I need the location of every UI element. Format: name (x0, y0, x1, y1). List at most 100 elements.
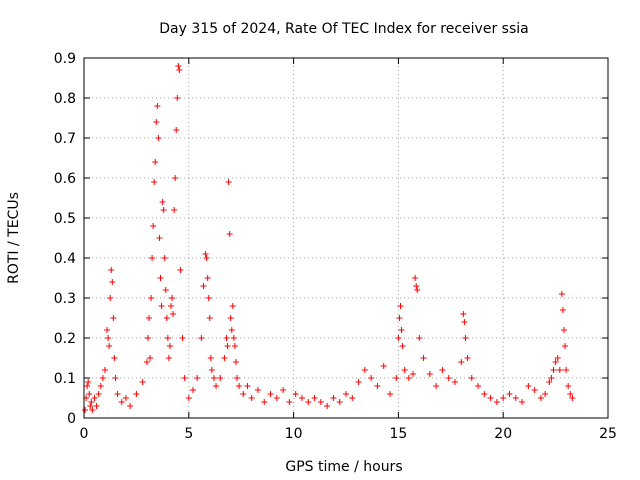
data-point (86, 391, 93, 397)
data-point (324, 403, 331, 409)
data-point (101, 367, 108, 373)
data-point (556, 367, 563, 373)
data-point (468, 375, 475, 381)
y-tick-label: 0.1 (54, 371, 76, 387)
data-point (230, 335, 237, 341)
data-point (194, 375, 201, 381)
y-tick-label: 0.4 (54, 251, 76, 267)
data-point (173, 127, 180, 133)
data-point (397, 303, 404, 309)
data-point (500, 395, 507, 401)
data-point (374, 383, 381, 389)
data-point (205, 295, 212, 301)
data-point (286, 399, 293, 405)
data-point (97, 383, 104, 389)
data-point (399, 343, 406, 349)
data-point (228, 327, 235, 333)
grid-lines (84, 58, 608, 418)
data-point (387, 391, 394, 397)
data-point (162, 287, 169, 293)
data-point (461, 319, 468, 325)
data-point (562, 343, 569, 349)
data-point (420, 355, 427, 361)
data-point (380, 363, 387, 369)
data-point (175, 63, 182, 69)
data-point (462, 335, 469, 341)
data-point (563, 367, 570, 373)
data-point (111, 355, 118, 361)
axis-ticks (83, 57, 609, 419)
data-point (343, 391, 349, 397)
data-point (169, 295, 176, 301)
data-point (550, 367, 557, 373)
data-point (82, 407, 89, 413)
y-tick-label: 0.2 (54, 331, 76, 347)
data-point (118, 399, 125, 405)
data-point (506, 391, 513, 397)
data-point (416, 335, 423, 341)
data-point (414, 287, 421, 293)
data-point (93, 403, 100, 409)
data-point (88, 399, 95, 405)
data-point (244, 383, 251, 389)
data-point (150, 223, 157, 229)
chart-title: Day 315 of 2024, Rate Of TEC Index for r… (159, 21, 528, 37)
data-point (451, 379, 458, 385)
data-point (548, 375, 555, 381)
data-point (537, 395, 544, 401)
data-point (487, 395, 494, 401)
data-point (546, 379, 553, 385)
x-tick-label: 5 (184, 426, 193, 442)
data-point (208, 367, 215, 373)
data-point (395, 335, 402, 341)
data-point (559, 307, 566, 313)
data-point (567, 391, 574, 397)
data-point (393, 375, 400, 381)
data-point (154, 103, 161, 109)
data-point (460, 311, 467, 317)
data-point (133, 391, 140, 397)
data-point (280, 387, 287, 393)
data-point (95, 391, 102, 397)
data-point (89, 407, 96, 413)
data-point (311, 395, 318, 401)
data-point (112, 375, 119, 381)
data-point (172, 175, 179, 181)
data-point (368, 375, 375, 381)
data-point (464, 355, 471, 361)
data-point (560, 327, 567, 333)
data-point (165, 355, 172, 361)
data-point (151, 179, 158, 185)
data-point (254, 387, 261, 393)
data-point (236, 383, 243, 389)
data-point (398, 327, 405, 333)
data-point (106, 343, 113, 349)
data-point (558, 291, 565, 297)
data-point (155, 135, 162, 141)
data-point (163, 315, 170, 321)
data-point (225, 179, 232, 185)
data-point (475, 383, 482, 389)
y-tick-label: 0.8 (54, 91, 76, 107)
data-point (203, 255, 210, 261)
data-point (227, 315, 234, 321)
data-point (413, 283, 420, 289)
plot-frame (83, 57, 609, 419)
data-point (179, 335, 186, 341)
data-point (305, 399, 312, 405)
data-point (317, 399, 324, 405)
data-point (445, 375, 452, 381)
data-point (147, 355, 154, 361)
data-point (224, 343, 231, 349)
data-point (158, 303, 165, 309)
data-point (87, 403, 94, 409)
y-tick-labels: 0 0.1 0.2 0.3 0.4 0.5 0.6 0.7 0.8 0.9 (54, 51, 76, 427)
data-point (229, 303, 236, 309)
data-point (426, 371, 433, 377)
data-point (84, 383, 91, 389)
data-point (554, 355, 561, 361)
data-point (336, 399, 343, 405)
data-point (458, 359, 465, 365)
data-point (171, 207, 178, 213)
data-point (161, 255, 168, 261)
